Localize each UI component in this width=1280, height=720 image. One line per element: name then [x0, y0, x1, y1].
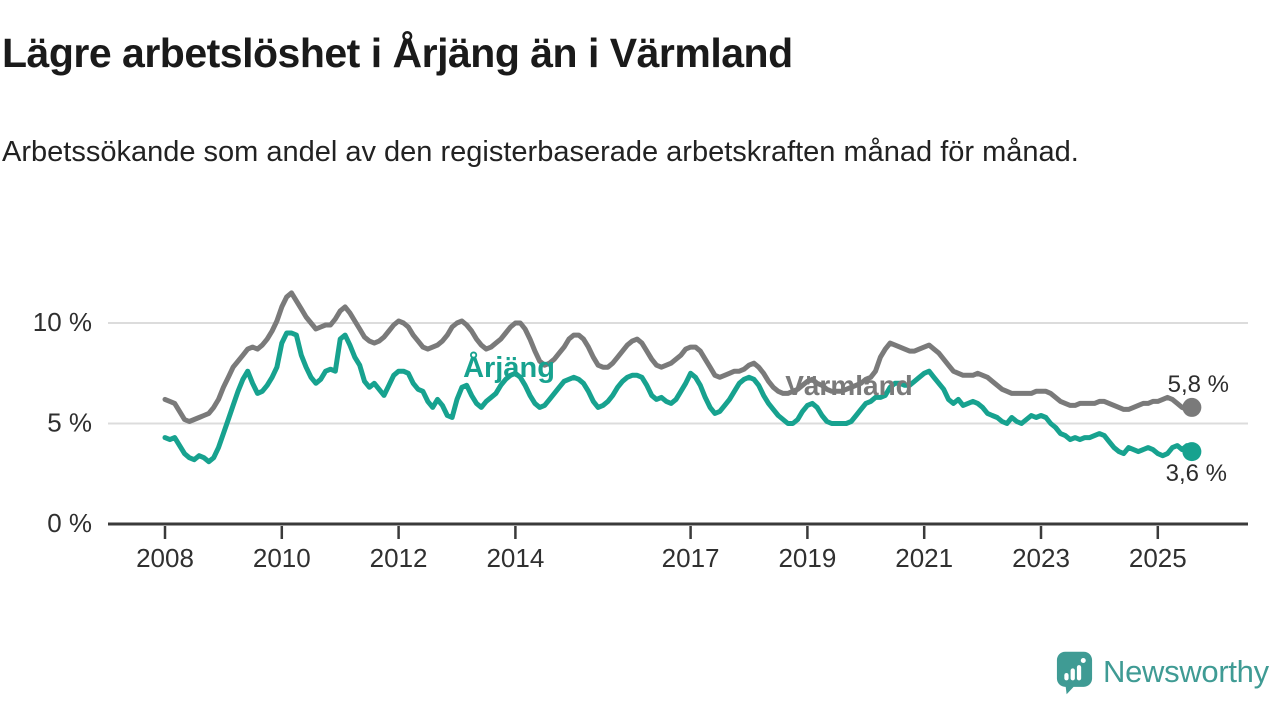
arjang-end-value-label: 3,6 % — [1166, 460, 1227, 487]
x-tick-label: 2008 — [136, 543, 194, 573]
x-tick-label: 2025 — [1129, 543, 1187, 573]
x-tick-label: 2023 — [1012, 543, 1070, 573]
y-tick-label: 0 % — [47, 508, 92, 538]
x-tick-label: 2014 — [486, 543, 544, 573]
varmland-end-dot — [1182, 397, 1202, 417]
varmland-series-label: Värmland — [785, 370, 913, 401]
arjang-end-dot — [1182, 442, 1202, 462]
arjang-series-label: Årjäng — [463, 351, 555, 384]
chart-subtitle: Arbetssökande som andel av den registerb… — [2, 136, 1079, 168]
varmland-end-value-label: 5,8 % — [1168, 371, 1229, 398]
x-tick-label: 2017 — [662, 543, 720, 573]
x-tick-label: 2019 — [778, 543, 836, 573]
x-tick-label: 2012 — [370, 543, 428, 573]
page-title: Lägre arbetslöshet i Årjäng än i Värmlan… — [2, 30, 793, 76]
x-tick-label: 2010 — [253, 543, 311, 573]
x-tick-label: 2021 — [895, 543, 953, 573]
newsworthy-wordmark: Newsworthy — [1103, 654, 1269, 689]
newsworthy-logo: Newsworthy — [1056, 650, 1269, 700]
varmland-line — [162, 290, 1195, 424]
arjang-line — [162, 330, 1195, 465]
y-tick-label: 5 % — [47, 408, 92, 438]
y-tick-label: 10 % — [33, 307, 92, 337]
newsworthy-logo-icon — [1056, 651, 1093, 695]
